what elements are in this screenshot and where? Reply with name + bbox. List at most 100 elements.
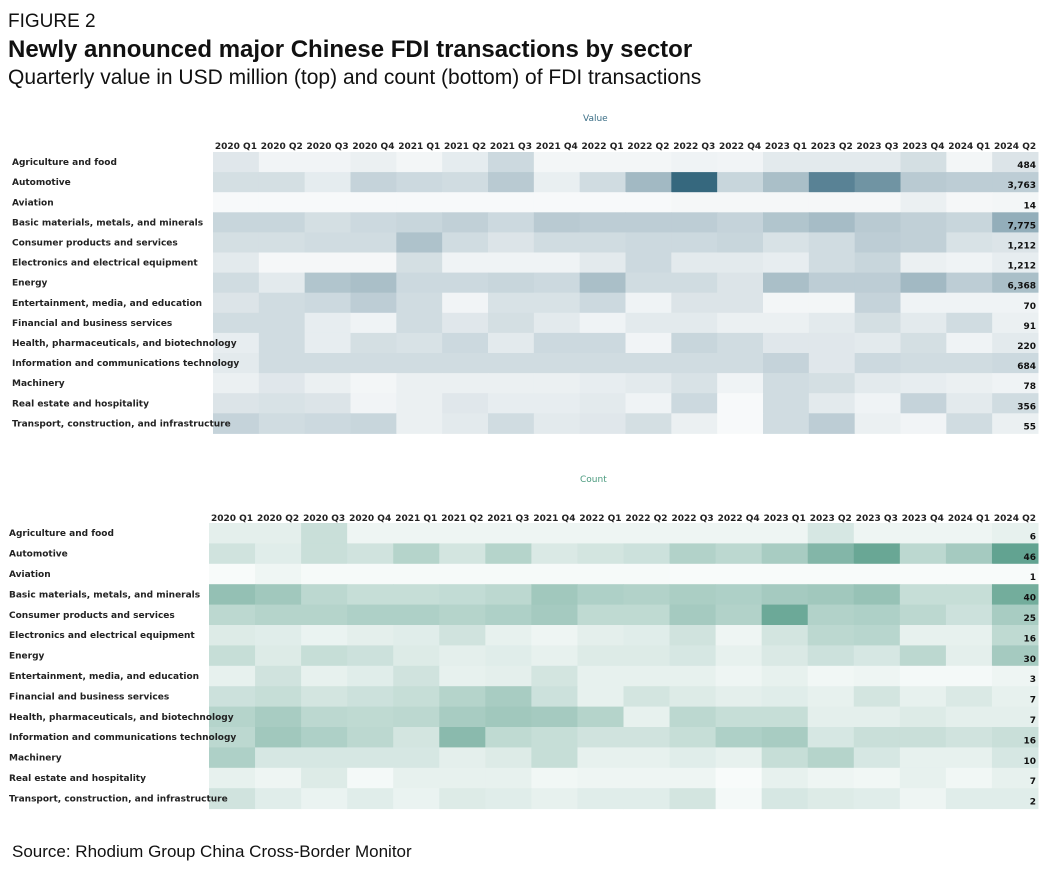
row-value-label: 684 bbox=[1017, 362, 1036, 372]
heatmap-cell bbox=[899, 543, 947, 565]
row-label: Entertainment, media, and education bbox=[12, 299, 202, 309]
heatmap-cell bbox=[671, 292, 718, 314]
heatmap-cell bbox=[347, 645, 394, 667]
heatmap-cell bbox=[991, 543, 1039, 565]
heatmap-cell bbox=[577, 523, 624, 544]
column-header: 2021 Q3 bbox=[490, 142, 532, 152]
heatmap-cell bbox=[669, 625, 717, 646]
heatmap-cell bbox=[579, 332, 626, 354]
heatmap-cell bbox=[488, 373, 535, 394]
heatmap-cell bbox=[854, 252, 901, 274]
heatmap-cell bbox=[209, 625, 256, 646]
heatmap-cell bbox=[623, 604, 671, 626]
heatmap-cell bbox=[900, 172, 947, 193]
heatmap-cell bbox=[533, 192, 581, 213]
heatmap-cell bbox=[945, 788, 993, 810]
heatmap-cell bbox=[807, 686, 855, 708]
heatmap-cell bbox=[715, 625, 763, 646]
heatmap-cell bbox=[623, 747, 671, 769]
heatmap-cell bbox=[854, 373, 901, 394]
heatmap-cell bbox=[808, 353, 856, 374]
heatmap-cell bbox=[854, 413, 901, 434]
heatmap-cell bbox=[807, 665, 855, 687]
heatmap-cell bbox=[301, 523, 348, 544]
heatmap-cell bbox=[945, 543, 993, 565]
heatmap-cell bbox=[301, 686, 348, 708]
row-label: Consumer products and services bbox=[9, 611, 175, 621]
heatmap-cell bbox=[255, 706, 302, 728]
heatmap-cell bbox=[258, 272, 306, 294]
heatmap-cell bbox=[945, 563, 993, 585]
heatmap-cell bbox=[209, 665, 256, 687]
heatmap-cell bbox=[442, 152, 489, 173]
heatmap-cell bbox=[396, 312, 443, 334]
heatmap-cell bbox=[488, 332, 535, 354]
heatmap-cell bbox=[439, 645, 486, 667]
heatmap-cell bbox=[807, 604, 855, 626]
heatmap-cell bbox=[533, 292, 581, 314]
heatmap-cell bbox=[213, 172, 260, 193]
heatmap-cell bbox=[991, 523, 1039, 544]
heatmap-cell bbox=[393, 625, 440, 646]
heatmap-cell bbox=[209, 584, 256, 606]
heatmap-cell bbox=[213, 252, 260, 274]
heatmap-cell bbox=[669, 767, 717, 789]
heatmap-cell bbox=[304, 232, 351, 253]
heatmap-cell bbox=[301, 727, 348, 748]
heatmap-cell bbox=[900, 152, 947, 173]
heatmap-cell bbox=[899, 604, 947, 626]
heatmap-cell bbox=[301, 543, 348, 565]
heatmap-cell bbox=[531, 727, 578, 748]
heatmap-cell bbox=[899, 625, 947, 646]
heatmap-cell bbox=[853, 788, 901, 810]
heatmap-cell bbox=[761, 584, 809, 606]
row-label: Machinery bbox=[9, 754, 62, 764]
heatmap-cell bbox=[347, 788, 394, 810]
heatmap-cell bbox=[625, 332, 672, 354]
column-header: 2022 Q3 bbox=[672, 514, 714, 524]
heatmap-cell bbox=[900, 272, 947, 294]
heatmap-cell bbox=[347, 747, 394, 769]
heatmap-cell bbox=[488, 252, 535, 274]
heatmap-cell bbox=[304, 172, 351, 193]
heatmap-cell bbox=[255, 563, 302, 585]
heatmap-cell bbox=[671, 192, 718, 213]
heatmap-cell bbox=[488, 413, 535, 434]
heatmap-cell bbox=[255, 788, 302, 810]
heatmap-cell bbox=[213, 393, 260, 414]
heatmap-cell bbox=[209, 563, 256, 585]
heatmap-cell bbox=[717, 373, 764, 394]
heatmap-cell bbox=[991, 767, 1039, 789]
column-header: 2023 Q4 bbox=[902, 514, 944, 524]
heatmap-cell bbox=[717, 252, 764, 274]
heatmap-cell bbox=[531, 706, 578, 728]
heatmap-cell bbox=[488, 152, 535, 173]
heatmap-cell bbox=[992, 192, 1039, 213]
heatmap-cell bbox=[258, 292, 306, 314]
row-value-label: 91 bbox=[1023, 322, 1036, 332]
heatmap-cell bbox=[623, 788, 671, 810]
heatmap-cell bbox=[579, 192, 626, 213]
heatmap-cell bbox=[258, 192, 306, 213]
heatmap-cell bbox=[393, 543, 440, 565]
heatmap-cell bbox=[396, 292, 443, 314]
heatmap-cell bbox=[439, 563, 486, 585]
column-header: 2021 Q4 bbox=[533, 514, 575, 524]
heatmap-cell bbox=[485, 747, 532, 769]
row-label: Agriculture and food bbox=[12, 158, 117, 168]
heatmap-cell bbox=[485, 584, 532, 606]
heatmap-cell bbox=[671, 212, 718, 233]
heatmap-cell bbox=[393, 584, 440, 606]
heatmap-cell bbox=[442, 272, 489, 294]
column-header: 2022 Q1 bbox=[582, 142, 624, 152]
column-header: 2022 Q4 bbox=[719, 142, 761, 152]
heatmap-cell bbox=[761, 706, 809, 728]
heatmap-cell bbox=[854, 292, 901, 314]
row-value-label: 10 bbox=[1023, 757, 1036, 767]
heatmap-cell bbox=[854, 272, 901, 294]
heatmap-cell bbox=[442, 232, 489, 253]
heatmap-cell bbox=[807, 563, 855, 585]
heatmap-cell bbox=[301, 604, 348, 626]
heatmap-cell bbox=[301, 747, 348, 769]
heatmap-cell bbox=[946, 292, 993, 314]
